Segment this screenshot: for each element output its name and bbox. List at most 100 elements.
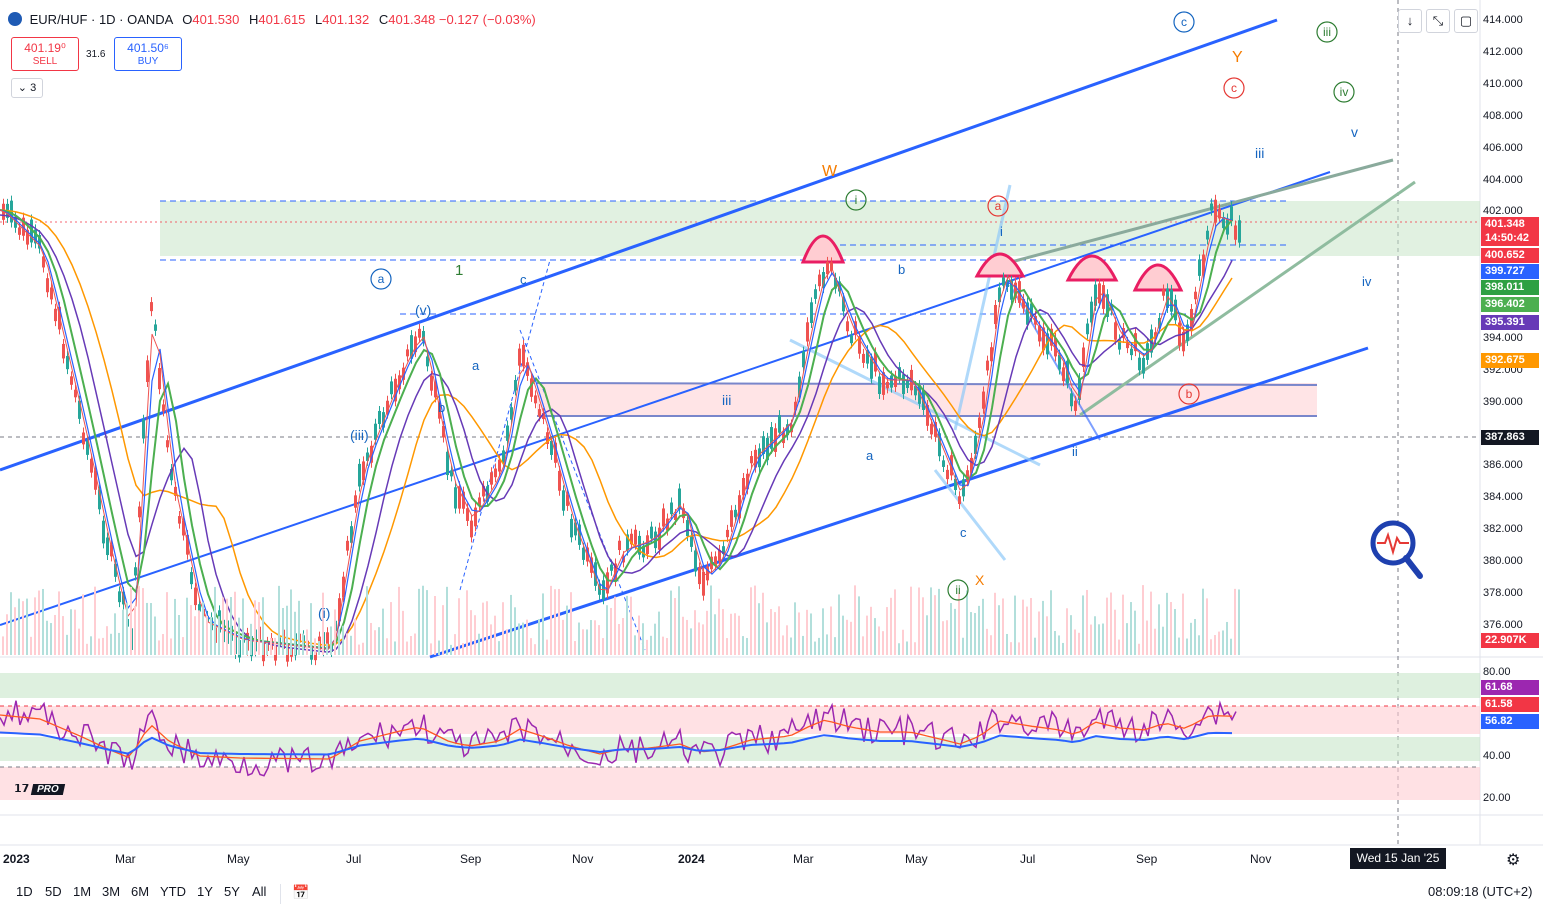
volume-bar [950, 603, 952, 655]
price-axis-label: 394.000 [1483, 332, 1523, 344]
candle-body [1178, 322, 1181, 346]
volume-bar [1066, 608, 1068, 655]
timeframe-button[interactable]: 5Y [224, 884, 240, 899]
candle-body [986, 360, 989, 371]
close-label: C [378, 12, 389, 27]
candle-body [990, 347, 993, 362]
candle-body [1078, 378, 1081, 400]
timeframe-button[interactable]: 6M [131, 884, 150, 899]
candle-body [422, 330, 425, 342]
volume-bar [346, 633, 348, 655]
price-pane[interactable] [0, 0, 1480, 657]
volume-bar [634, 635, 636, 655]
candle-body [1010, 280, 1013, 300]
volume-bar [798, 612, 800, 655]
candle-body [454, 487, 457, 509]
timeframe-button[interactable]: 3M [102, 884, 121, 899]
candle-body [522, 344, 525, 367]
screenshot-icon[interactable]: ▢ [1454, 9, 1478, 33]
volume-bar [90, 636, 92, 655]
volume-bar [602, 638, 604, 655]
volume-bar [734, 613, 736, 655]
volume-bar [806, 609, 808, 655]
volume-bar [86, 643, 88, 655]
candle-body [1174, 299, 1177, 321]
volume-bar [1034, 637, 1036, 655]
volume-bar [642, 623, 644, 655]
volume-bar [1174, 609, 1176, 655]
settings-gear-icon[interactable]: ⚙ [1506, 852, 1521, 869]
candle-body [526, 362, 529, 376]
volume-bar [582, 629, 584, 655]
rsi-tag: 61.68 [1481, 680, 1539, 695]
timeframe-button[interactable]: All [252, 884, 267, 899]
volume-bar [1130, 602, 1132, 655]
candle-body [1170, 289, 1173, 312]
buy-button[interactable]: 401.50⁶ BUY [114, 37, 182, 71]
volume-bar [174, 598, 176, 655]
candle-body [670, 502, 673, 515]
calendar-range-icon[interactable]: 📅 [292, 884, 310, 900]
buy-label: BUY [137, 56, 159, 67]
volume-bar [922, 597, 924, 655]
candle-body [1194, 291, 1197, 300]
volume-bar [334, 609, 336, 655]
indicators-toggle[interactable]: ⌄ 3 [11, 78, 43, 98]
price-tag: 399.727 [1481, 264, 1539, 279]
volume-bar [958, 592, 960, 655]
volume-bar [26, 598, 28, 655]
rsi-ma [0, 731, 1233, 756]
volume-bar [1038, 611, 1040, 655]
arrow-down-icon[interactable]: ↓ [1398, 9, 1422, 33]
wave-label: iii [1323, 25, 1331, 39]
symbol-title[interactable]: EUR/HUF · 1D · OANDA [29, 12, 173, 27]
candle-body [362, 461, 365, 481]
volume-bar [242, 598, 244, 655]
volume-bar [894, 589, 896, 655]
candle-body [858, 336, 861, 354]
candle-body [862, 353, 865, 363]
volume-bar [1102, 623, 1104, 655]
volume-bar [38, 590, 40, 655]
volume-bar [574, 641, 576, 655]
candle-body [1014, 282, 1017, 299]
volume-bar [786, 625, 788, 655]
shoulder-arc [974, 252, 1026, 278]
volume-bar [874, 618, 876, 655]
volume-bar [14, 607, 16, 655]
volume-bar [406, 641, 408, 655]
candle-body [882, 372, 885, 395]
wave-label: ii [955, 583, 960, 597]
candle-body [374, 423, 377, 440]
volume-bar [1178, 637, 1180, 655]
volume-bar [450, 644, 452, 655]
clock[interactable]: 08:09:18 (UTC+2) [1428, 884, 1533, 899]
candle-body [1026, 302, 1029, 325]
ma-green [0, 209, 1233, 650]
timeframe-button[interactable]: 1D [16, 884, 33, 899]
candle-body [582, 547, 585, 560]
volume-bar [306, 629, 308, 655]
volume-bar [98, 638, 100, 655]
volume-bar [934, 595, 936, 655]
price-tag: 392.675 [1481, 353, 1539, 368]
timeframe-button[interactable]: 5D [45, 884, 62, 899]
sell-button[interactable]: 401.19⁰ SELL [11, 37, 79, 71]
volume-bar [534, 644, 536, 655]
volume-bar [1158, 604, 1160, 655]
fullscreen-toggle-icon[interactable]: ⤡ [1426, 9, 1450, 33]
volume-bar [942, 621, 944, 655]
candle-body [926, 404, 929, 426]
shoulder-arc [1132, 263, 1184, 292]
timeframe-button[interactable]: 1M [73, 884, 92, 899]
volume-bar [210, 616, 212, 655]
timeframe-button[interactable]: YTD [160, 884, 186, 899]
volume-bar [1218, 631, 1220, 655]
channel-mid [0, 171, 1331, 626]
candle-body [626, 534, 629, 551]
candle-body [1042, 327, 1045, 351]
magnifier-icon[interactable] [1370, 520, 1423, 579]
timeframe-button[interactable]: 1Y [197, 884, 213, 899]
